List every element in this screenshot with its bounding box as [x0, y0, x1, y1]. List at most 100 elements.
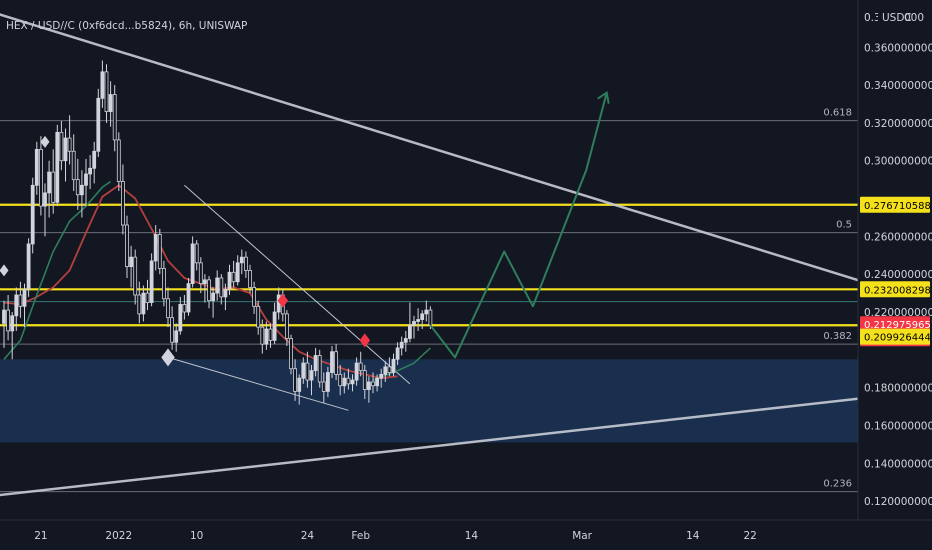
candle-87: [358, 351, 363, 377]
candle-body-48: [198, 262, 203, 285]
candle-body-90: [371, 381, 375, 387]
price-tag-bg-0: [860, 196, 930, 213]
candle-46: [190, 236, 195, 288]
candle-28: [116, 132, 121, 191]
candle-18: [75, 158, 80, 210]
trendline-1: [0, 392, 907, 497]
marker-layer: [0, 135, 371, 367]
candle-93: [383, 361, 388, 382]
diamond-marker-3[interactable]: [277, 293, 289, 308]
candle-77: [317, 349, 322, 388]
candle-body-89: [366, 381, 371, 390]
projection-layer: [429, 90, 610, 359]
top-partial-suffix: 000: [904, 12, 924, 24]
candle-body-94: [387, 366, 392, 373]
candle-43: [178, 296, 183, 335]
x-tick-label-2: 10: [190, 530, 203, 542]
candle-55: [227, 264, 232, 295]
candle-body-88: [362, 370, 367, 390]
chart-title: HEX / USD//C (0xf6dcd...b5824), 6h, UNIS…: [6, 20, 247, 32]
candle-30: [125, 215, 129, 278]
candle-body-57: [235, 262, 240, 283]
candle-73: [301, 357, 306, 384]
diamond-marker-2[interactable]: [161, 348, 175, 367]
fib-level-label-0.236: 0.236: [823, 479, 852, 490]
candle-47: [194, 240, 199, 271]
x-tick-label-3: 24: [301, 530, 315, 542]
candle-body-53: [219, 277, 224, 298]
candle-body-19: [80, 184, 84, 196]
x-tick-label-8: 22: [744, 530, 757, 542]
trendline-3: [167, 356, 349, 411]
candle-14: [59, 121, 64, 171]
candle-95: [391, 353, 396, 377]
candle-64: [264, 321, 269, 350]
candle-19: [80, 170, 84, 218]
candle-66: [272, 302, 277, 345]
candle-0: [2, 300, 6, 348]
diamond-marker-0[interactable]: [0, 264, 9, 277]
candle-31: [129, 245, 134, 288]
candle-body-101: [416, 319, 421, 322]
candle-7: [30, 177, 35, 254]
candle-21: [88, 155, 92, 190]
candle-63: [260, 319, 265, 354]
candle-57: [235, 255, 240, 286]
candle-5: [22, 283, 27, 328]
candle-body-96: [395, 347, 400, 360]
projection-path: [429, 92, 608, 359]
candle-51: [211, 287, 216, 318]
candle-body-31: [129, 256, 134, 268]
candle-body-2: [10, 315, 15, 332]
candle-layer: [2, 60, 433, 405]
fib-layer: 0.618 0.5 0.382 0.236: [0, 108, 858, 493]
candle-body-12: [51, 171, 56, 203]
fib-level-label-0.382: 0.382: [823, 331, 852, 342]
price-tag-label-0: 0.2767105881: [864, 201, 932, 212]
candle-69: [284, 310, 289, 347]
candle-body-92: [379, 373, 384, 379]
candle-body-3: [14, 294, 19, 317]
candle-body-40: [166, 298, 170, 319]
candle-body-39: [161, 268, 166, 300]
candle-70: [289, 334, 293, 375]
candle-body-16: [67, 137, 72, 152]
diamond-marker-1[interactable]: [40, 135, 50, 148]
candle-body-38: [157, 234, 162, 269]
candle-80: [330, 346, 334, 379]
candle-body-13: [55, 131, 60, 203]
candle-body-1: [6, 309, 10, 332]
candle-body-85: [350, 379, 355, 385]
candle-71: [293, 359, 298, 401]
price-tag-0: 0.2767105881: [860, 196, 932, 213]
candle-91: [375, 374, 380, 392]
price-axis-panel[interactable]: [858, 0, 932, 520]
candle-84: [346, 368, 351, 390]
candle-48: [198, 257, 203, 294]
candle-body-82: [338, 373, 343, 387]
price-tag-label-3: 0.2099264441: [864, 333, 932, 344]
candle-94: [387, 357, 392, 377]
diamond-marker-4[interactable]: [359, 333, 371, 348]
candle-6: [26, 238, 31, 297]
candle-body-56: [231, 271, 236, 283]
candle-body-60: [248, 269, 252, 288]
candle-4: [18, 281, 23, 318]
x-tick-label-5: 14: [465, 530, 479, 542]
time-axis-panel[interactable]: [0, 520, 932, 550]
x-tick-label-4: Feb: [351, 530, 370, 542]
candle-body-58: [239, 256, 244, 264]
candle-body-102: [420, 313, 425, 320]
candle-body-15: [63, 137, 68, 162]
candle-81: [334, 344, 339, 381]
ma-green-line-2: [372, 347, 431, 381]
time-axis-ticks: 21 2022 10 24 Feb 14 Mar 14 22: [34, 530, 757, 542]
price-tag-3: 0.2099264441: [860, 328, 932, 345]
candle-body-100: [412, 321, 416, 326]
candle-38: [157, 228, 162, 275]
